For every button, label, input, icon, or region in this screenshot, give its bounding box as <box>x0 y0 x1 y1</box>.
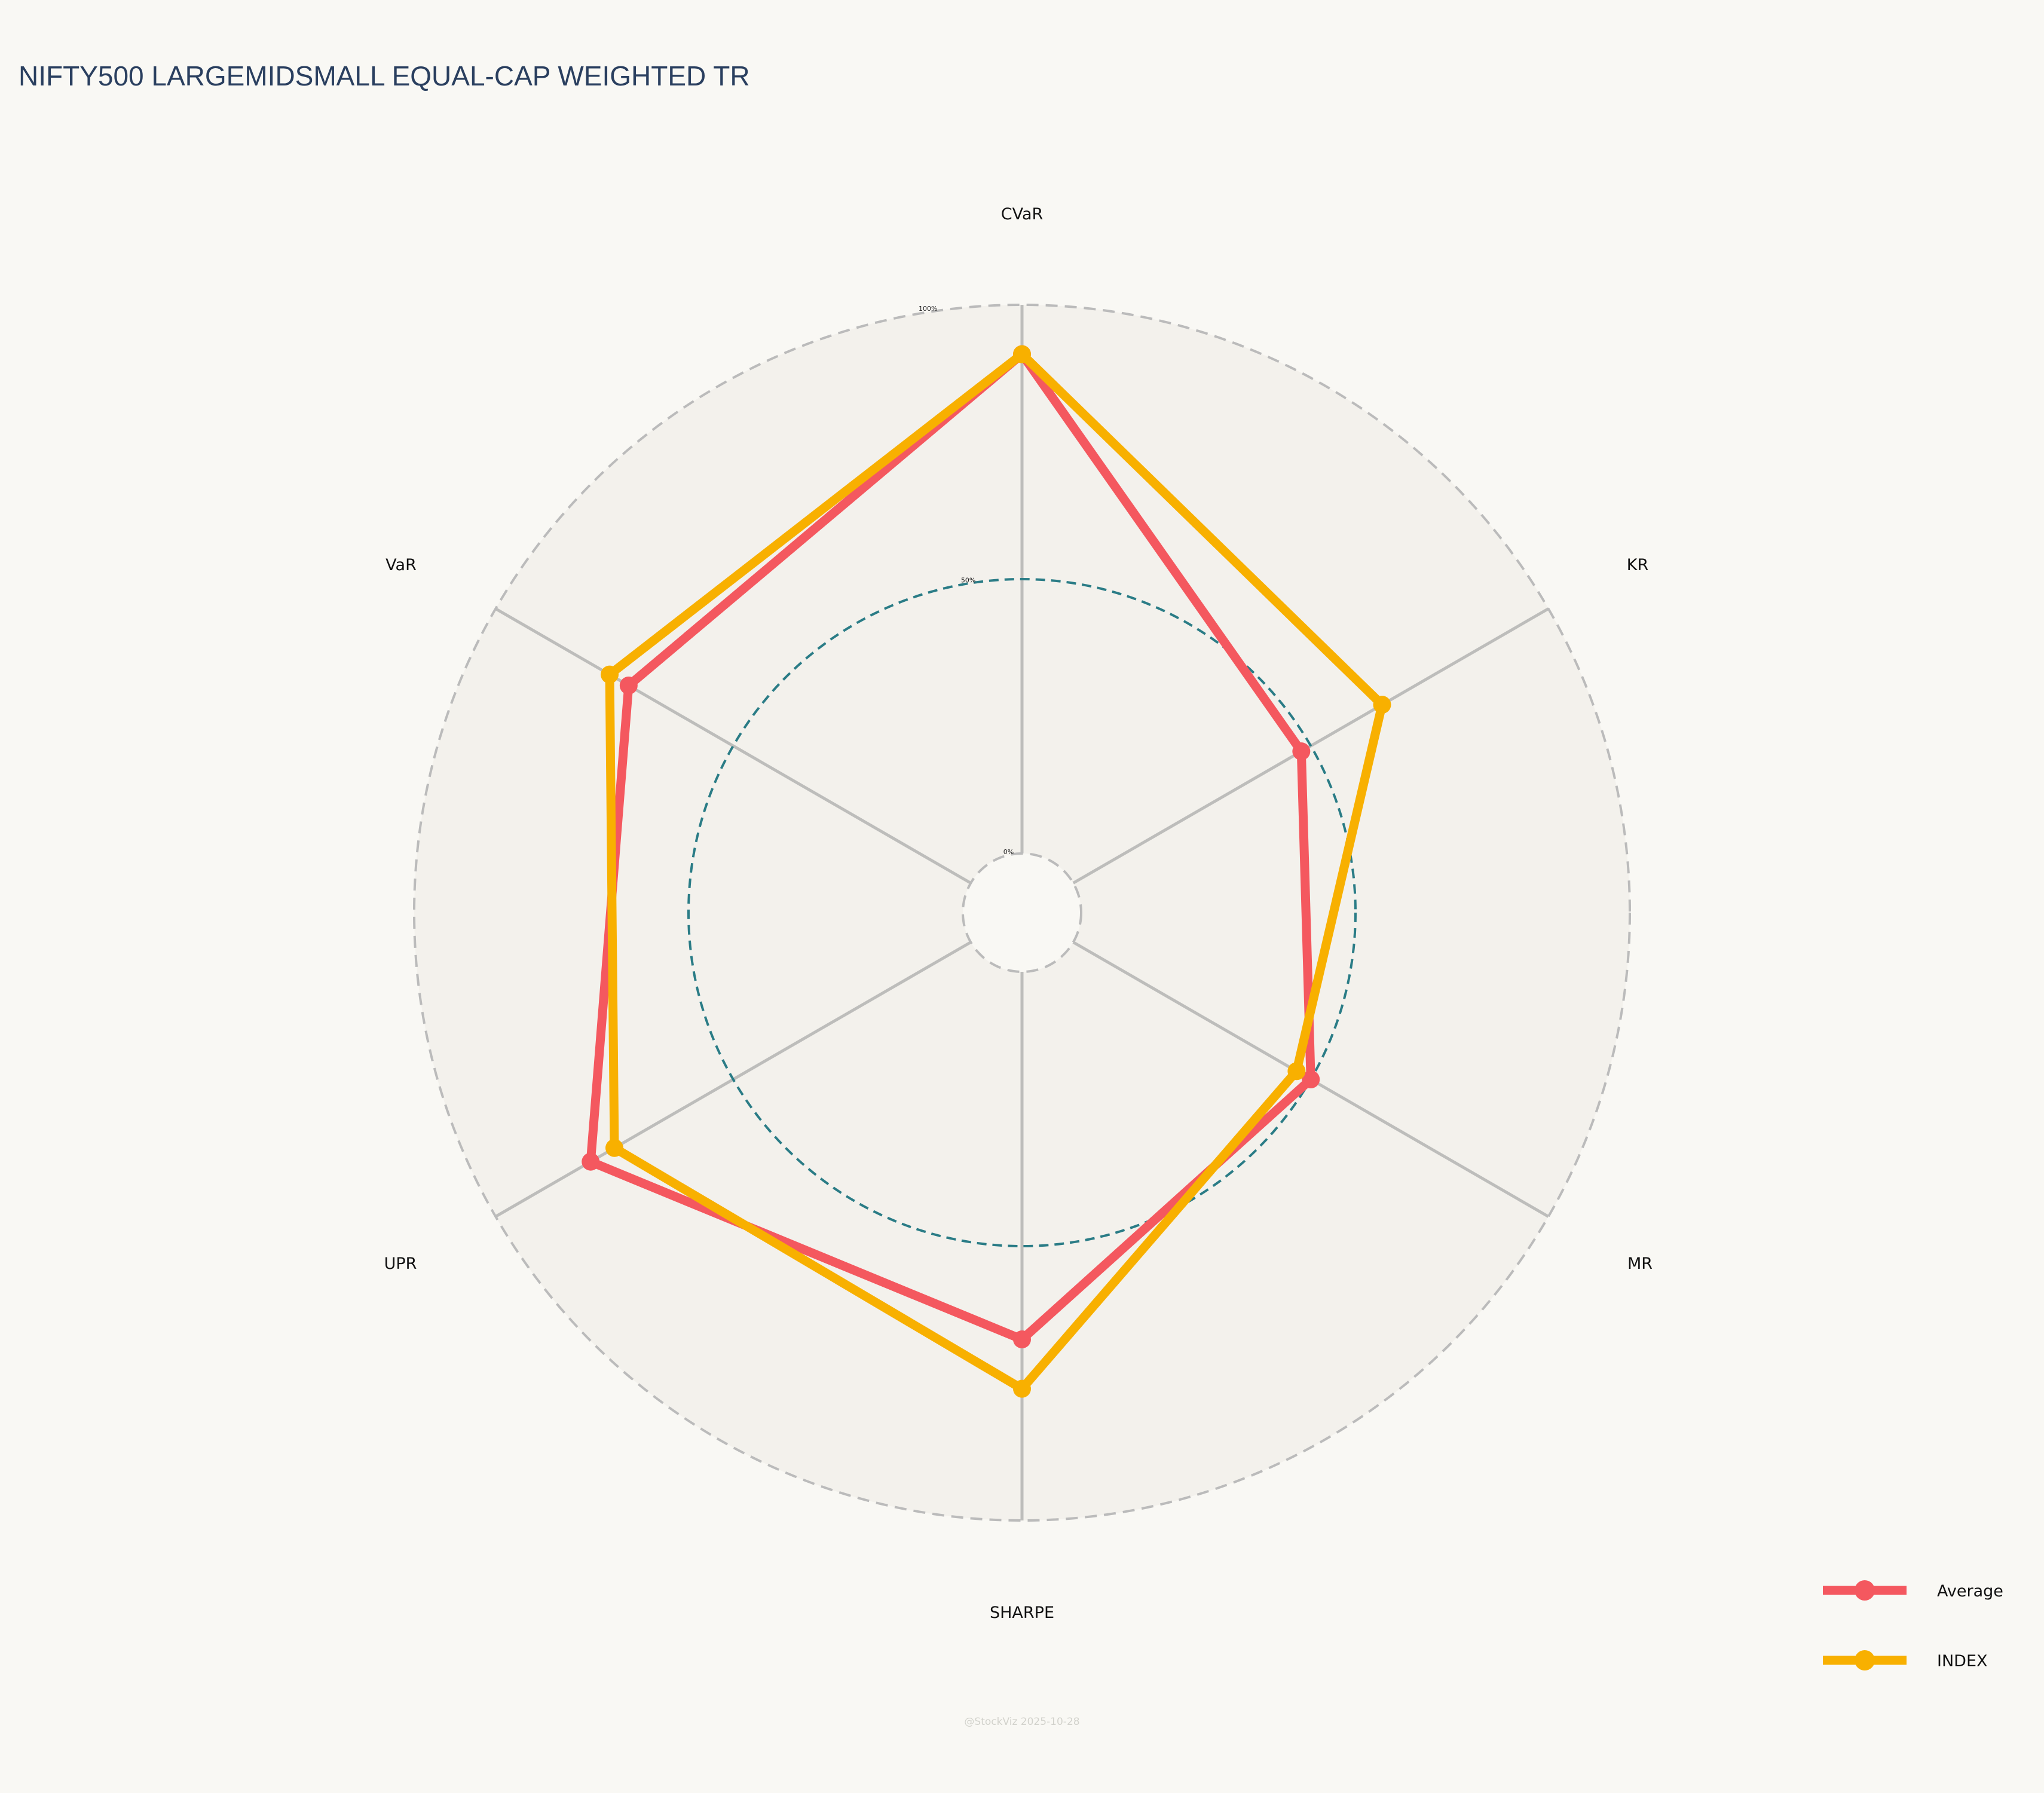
tick-label-50-: 50% <box>961 576 975 584</box>
axis-label-mr: MR <box>1627 1255 1653 1273</box>
data-point-average-upr <box>582 1152 600 1171</box>
axis-label-kr: KR <box>1627 556 1648 574</box>
tick-label-100-: 100% <box>919 305 937 313</box>
legend-label-index: INDEX <box>1937 1652 1988 1670</box>
legend-label-average: Average <box>1937 1582 2003 1601</box>
data-point-average-kr <box>1292 742 1311 761</box>
data-point-index-kr <box>1373 696 1391 714</box>
legend-marker-average <box>1855 1580 1875 1601</box>
data-point-index-cvar <box>1013 345 1031 363</box>
axis-label-sharpe: SHARPE <box>990 1604 1054 1622</box>
chart-title: NIFTY500 LARGEMIDSMALL EQUAL-CAP WEIGHTE… <box>19 60 750 91</box>
gridline-0- <box>962 852 1082 973</box>
axis-label-var: VaR <box>385 556 417 574</box>
gridline-100- <box>413 304 1631 1522</box>
data-point-average-sharpe <box>1013 1330 1031 1349</box>
data-point-average-mr <box>1302 1070 1320 1088</box>
legend-marker-index <box>1855 1650 1875 1670</box>
gridline-50- <box>687 578 1357 1247</box>
plot-area: 0% 50% 100% CVaR KR MR SHARPE UPR VaR <box>384 205 1653 1622</box>
data-point-average-var <box>619 677 638 695</box>
axis-label-cvar: CVaR <box>1001 205 1044 224</box>
data-point-index-mr <box>1287 1062 1306 1081</box>
data-point-index-var <box>601 665 619 684</box>
tick-label-0-: 0% <box>1003 848 1014 856</box>
legend: Average INDEX <box>1823 1580 2003 1670</box>
spoke-var <box>495 607 972 885</box>
data-point-index-sharpe <box>1013 1379 1031 1398</box>
axis-label-upr: UPR <box>384 1255 417 1273</box>
watermark: @StockViz 2025-10-28 <box>964 1716 1079 1728</box>
data-point-index-upr <box>605 1139 624 1157</box>
